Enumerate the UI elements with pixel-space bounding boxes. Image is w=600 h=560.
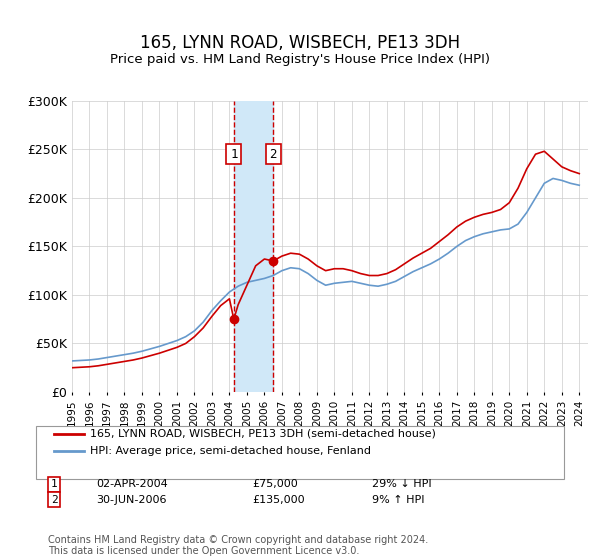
Text: HPI: Average price, semi-detached house, Fenland: HPI: Average price, semi-detached house,… (90, 446, 371, 456)
Text: Price paid vs. HM Land Registry's House Price Index (HPI): Price paid vs. HM Land Registry's House … (110, 53, 490, 66)
Text: £75,000: £75,000 (252, 479, 298, 489)
Text: 165, LYNN ROAD, WISBECH, PE13 3DH (semi-detached house): 165, LYNN ROAD, WISBECH, PE13 3DH (semi-… (90, 429, 436, 439)
Text: 2: 2 (269, 148, 277, 161)
Text: £135,000: £135,000 (252, 494, 305, 505)
Text: Contains HM Land Registry data © Crown copyright and database right 2024.
This d: Contains HM Land Registry data © Crown c… (48, 535, 428, 557)
Text: 9% ↑ HPI: 9% ↑ HPI (372, 494, 425, 505)
Bar (234, 101, 273, 392)
Text: 2: 2 (50, 494, 58, 505)
Text: 1: 1 (230, 148, 238, 161)
Text: 30-JUN-2006: 30-JUN-2006 (96, 494, 167, 505)
Text: 02-APR-2004: 02-APR-2004 (96, 479, 168, 489)
Text: 29% ↓ HPI: 29% ↓ HPI (372, 479, 431, 489)
Text: 165, LYNN ROAD, WISBECH, PE13 3DH: 165, LYNN ROAD, WISBECH, PE13 3DH (140, 34, 460, 52)
Text: 1: 1 (50, 479, 58, 489)
